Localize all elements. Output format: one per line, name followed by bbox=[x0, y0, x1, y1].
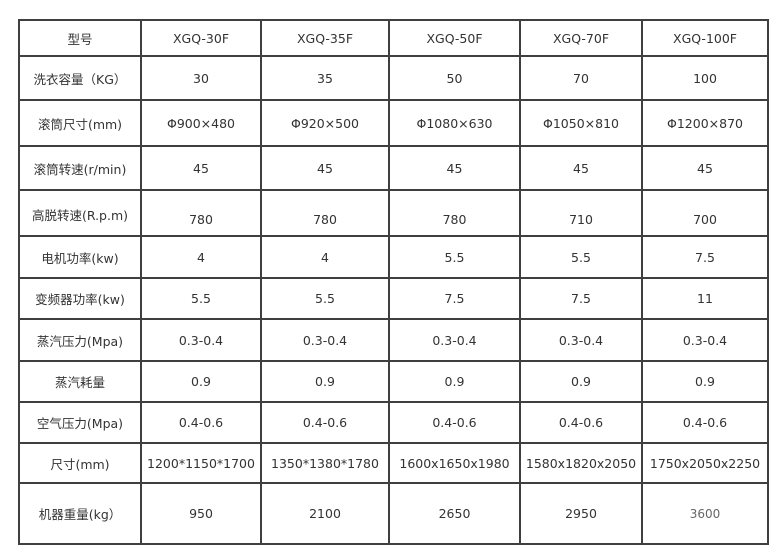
table-cell: 45 bbox=[388, 145, 521, 191]
header-row: 型号 XGQ-30F XGQ-35F XGQ-50F XGQ-70F XGQ-1… bbox=[18, 19, 769, 57]
table-cell: 3600 bbox=[641, 482, 769, 545]
table-cell: 5.5 bbox=[519, 235, 643, 279]
table-cell: 5.5 bbox=[260, 277, 390, 320]
header-cell: XGQ-50F bbox=[388, 19, 521, 57]
table-cell: 4 bbox=[260, 235, 390, 279]
table-cell: 100 bbox=[641, 55, 769, 101]
row-label: 空气压力(Mpa) bbox=[18, 401, 142, 444]
table-cell: 7.5 bbox=[519, 277, 643, 320]
table-cell: 11 bbox=[641, 277, 769, 320]
table-cell: 7.5 bbox=[388, 277, 521, 320]
table-row: 蒸汽耗量 0.9 0.9 0.9 0.9 0.9 bbox=[18, 360, 769, 403]
table-row: 滚筒转速(r/min) 45 45 45 45 45 bbox=[18, 145, 769, 191]
table-cell: 45 bbox=[641, 145, 769, 191]
row-label: 蒸汽耗量 bbox=[18, 360, 142, 403]
table-cell: 780 bbox=[388, 189, 521, 237]
table-row: 电机功率(kw) 4 4 5.5 5.5 7.5 bbox=[18, 235, 769, 279]
table-row: 洗衣容量（KG） 30 35 50 70 100 bbox=[18, 55, 769, 101]
table-cell: 700 bbox=[641, 189, 769, 237]
table-cell: 7.5 bbox=[641, 235, 769, 279]
table-cell: Φ1080×630 bbox=[388, 99, 521, 147]
table-cell: 0.3-0.4 bbox=[260, 318, 390, 362]
row-label: 尺寸(mm) bbox=[18, 442, 142, 484]
table-cell: 50 bbox=[388, 55, 521, 101]
table-cell: Φ1050×810 bbox=[519, 99, 643, 147]
table-cell: 1750x2050x2250 bbox=[641, 442, 769, 484]
header-cell: XGQ-70F bbox=[519, 19, 643, 57]
table-cell: 2650 bbox=[388, 482, 521, 545]
table-cell: 950 bbox=[140, 482, 262, 545]
table-cell: Φ900×480 bbox=[140, 99, 262, 147]
table-row: 机器重量(kg） 950 2100 2650 2950 3600 bbox=[18, 482, 769, 545]
row-label: 机器重量(kg） bbox=[18, 482, 142, 545]
table-row: 空气压力(Mpa) 0.4-0.6 0.4-0.6 0.4-0.6 0.4-0.6 0.4… bbox=[18, 401, 769, 444]
table-cell: 0.4-0.6 bbox=[140, 401, 262, 444]
table-cell: Φ1200×870 bbox=[641, 99, 769, 147]
table-cell: Φ920×500 bbox=[260, 99, 390, 147]
table-cell: 780 bbox=[140, 189, 262, 237]
table-cell: 1350*1380*1780 bbox=[260, 442, 390, 484]
table-cell: 45 bbox=[519, 145, 643, 191]
table-cell: 710 bbox=[519, 189, 643, 237]
spec-table: 型号 XGQ-30F XGQ-35F XGQ-50F XGQ-70F XGQ-1… bbox=[18, 19, 769, 545]
table-cell: 5.5 bbox=[388, 235, 521, 279]
table-cell: 0.3-0.4 bbox=[388, 318, 521, 362]
table-cell: 0.9 bbox=[260, 360, 390, 403]
table-cell: 45 bbox=[260, 145, 390, 191]
table-cell: 0.9 bbox=[641, 360, 769, 403]
header-cell: XGQ-35F bbox=[260, 19, 390, 57]
row-label: 洗衣容量（KG） bbox=[18, 55, 142, 101]
table-cell: 1200*1150*1700 bbox=[140, 442, 262, 484]
table-cell: 0.4-0.6 bbox=[260, 401, 390, 444]
table-row: 蒸汽压力(Mpa) 0.3-0.4 0.3-0.4 0.3-0.4 0.3-0.4 0.3… bbox=[18, 318, 769, 362]
table-cell: 2950 bbox=[519, 482, 643, 545]
table-cell: 780 bbox=[260, 189, 390, 237]
header-cell: XGQ-30F bbox=[140, 19, 262, 57]
table-cell: 0.4-0.6 bbox=[641, 401, 769, 444]
table-cell: 0.9 bbox=[140, 360, 262, 403]
table-cell: 0.4-0.6 bbox=[519, 401, 643, 444]
row-label: 电机功率(kw) bbox=[18, 235, 142, 279]
table-row: 滚筒尺寸(mm) Φ900×480 Φ920×500 Φ1080×630 Φ1050×8… bbox=[18, 99, 769, 147]
table-cell: 1580x1820x2050 bbox=[519, 442, 643, 484]
table-cell: 45 bbox=[140, 145, 262, 191]
row-label: 滚筒转速(r/min) bbox=[18, 145, 142, 191]
table-cell: 30 bbox=[140, 55, 262, 101]
table-cell: 0.9 bbox=[519, 360, 643, 403]
header-cell-model: 型号 bbox=[18, 19, 142, 57]
table-row: 变频器功率(kw) 5.5 5.5 7.5 7.5 11 bbox=[18, 277, 769, 320]
table-cell: 35 bbox=[260, 55, 390, 101]
header-cell: XGQ-100F bbox=[641, 19, 769, 57]
table-row: 高脱转速(R.p.m) 780 780 780 710 700 bbox=[18, 189, 769, 237]
row-label: 高脱转速(R.p.m) bbox=[18, 189, 142, 237]
table-cell: 0.3-0.4 bbox=[641, 318, 769, 362]
table-cell: 4 bbox=[140, 235, 262, 279]
row-label: 滚筒尺寸(mm) bbox=[18, 99, 142, 147]
table-row: 尺寸(mm) 1200*1150*1700 1350*1380*1780 1600x1… bbox=[18, 442, 769, 484]
table-cell: 5.5 bbox=[140, 277, 262, 320]
table-cell: 1600x1650x1980 bbox=[388, 442, 521, 484]
table-cell: 0.3-0.4 bbox=[519, 318, 643, 362]
row-label: 变频器功率(kw) bbox=[18, 277, 142, 320]
table-cell: 0.3-0.4 bbox=[140, 318, 262, 362]
table-cell: 2100 bbox=[260, 482, 390, 545]
table-cell: 0.9 bbox=[388, 360, 521, 403]
table-cell: 70 bbox=[519, 55, 643, 101]
row-label: 蒸汽压力(Mpa) bbox=[18, 318, 142, 362]
table-cell: 0.4-0.6 bbox=[388, 401, 521, 444]
